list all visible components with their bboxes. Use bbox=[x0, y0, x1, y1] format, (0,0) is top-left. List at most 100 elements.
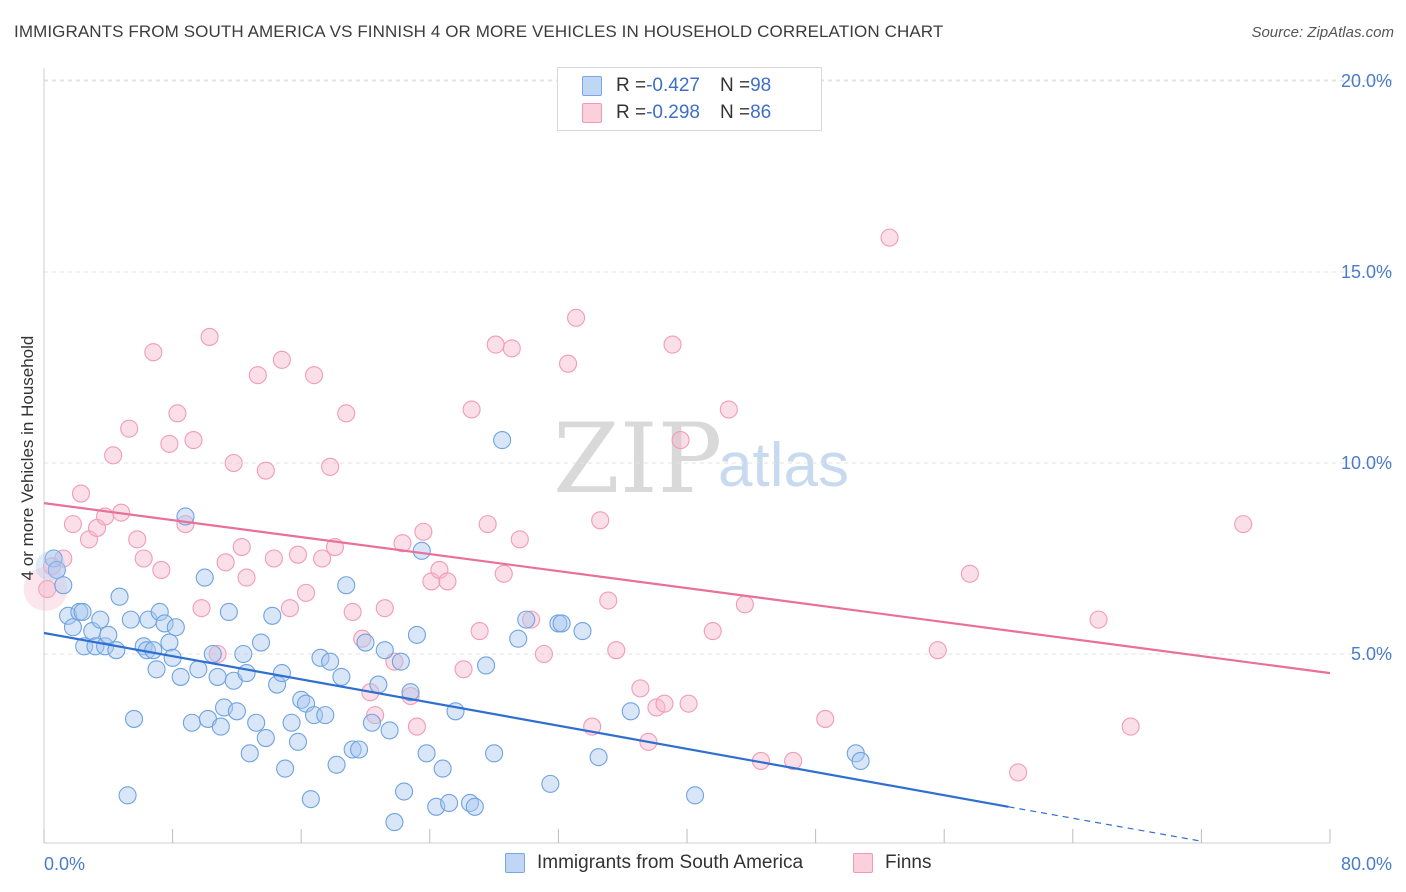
x-tick-label-min: 0.0% bbox=[44, 854, 85, 874]
immigrants-point bbox=[407, 625, 426, 644]
legend-r-label: R = bbox=[616, 102, 647, 123]
immigrants-point bbox=[237, 664, 256, 683]
immigrants-trend-extension bbox=[1008, 806, 1202, 842]
finns-point bbox=[719, 400, 738, 419]
finns-point bbox=[631, 679, 650, 698]
finns-point bbox=[313, 549, 332, 568]
finns-trend-line bbox=[43, 502, 1331, 675]
legend-item-finns: Finns bbox=[853, 852, 931, 874]
finns-point bbox=[237, 568, 256, 587]
immigrants-point bbox=[417, 744, 436, 763]
immigrants-point bbox=[311, 648, 330, 667]
immigrants-point bbox=[276, 759, 295, 778]
finns-point bbox=[567, 308, 586, 327]
finns-point bbox=[120, 419, 139, 438]
finns-point bbox=[296, 583, 316, 602]
finns-point bbox=[208, 644, 227, 664]
immigrants-point bbox=[321, 652, 340, 671]
immigrants-point bbox=[247, 713, 266, 732]
immigrants-point bbox=[195, 568, 214, 587]
finns-point bbox=[272, 350, 291, 369]
finns-point bbox=[216, 553, 235, 572]
immigrants-point bbox=[147, 660, 166, 679]
immigrants-point bbox=[356, 633, 375, 652]
immigrants-point bbox=[316, 706, 335, 725]
immigrants-points bbox=[35, 431, 870, 832]
immigrants-point bbox=[343, 740, 362, 759]
finns-point bbox=[134, 549, 153, 568]
series-legend: Immigrants from South America Finns bbox=[0, 852, 1406, 878]
finns-point bbox=[375, 599, 394, 618]
finns-point bbox=[599, 591, 618, 610]
immigrants-point bbox=[509, 629, 528, 648]
immigrants-point bbox=[251, 633, 271, 652]
legend-swatch-blue bbox=[582, 76, 602, 96]
finns-point bbox=[607, 641, 626, 660]
immigrants-point bbox=[272, 664, 291, 683]
finns-point bbox=[928, 641, 947, 660]
finns-point bbox=[1089, 610, 1108, 629]
immigrants-point bbox=[54, 576, 73, 595]
finns-point bbox=[321, 457, 340, 476]
immigrants-point bbox=[477, 656, 496, 675]
immigrants-point bbox=[73, 602, 92, 622]
finns-point bbox=[534, 644, 553, 664]
immigrants-point bbox=[160, 633, 179, 652]
finns-points bbox=[23, 228, 1253, 782]
finns-point bbox=[671, 431, 690, 450]
finns-point bbox=[343, 602, 362, 622]
finns-point bbox=[305, 366, 324, 385]
immigrants-point bbox=[327, 755, 346, 774]
finns-point bbox=[224, 453, 243, 473]
finns-point bbox=[232, 537, 251, 557]
immigrants-point bbox=[44, 549, 63, 568]
legend-swatch-pink bbox=[853, 853, 873, 873]
immigrants-point bbox=[240, 744, 259, 763]
immigrants-point bbox=[208, 667, 227, 686]
immigrants-point bbox=[350, 740, 369, 759]
immigrants-point bbox=[110, 587, 129, 606]
immigrants-point bbox=[203, 644, 222, 664]
immigrants-point bbox=[412, 541, 431, 560]
immigrants-point bbox=[189, 660, 208, 679]
finns-point bbox=[264, 549, 283, 568]
immigrants-point bbox=[465, 797, 484, 816]
immigrants-point bbox=[362, 713, 381, 732]
finns-point bbox=[104, 446, 123, 465]
finns-point bbox=[816, 709, 835, 728]
finns-point bbox=[960, 564, 979, 583]
finns-point bbox=[494, 564, 513, 583]
finns-point bbox=[288, 545, 308, 564]
finns-point bbox=[200, 327, 219, 346]
immigrants-point bbox=[369, 675, 388, 694]
legend-label-immigrants: Immigrants from South America bbox=[537, 852, 804, 873]
finns-point bbox=[486, 335, 505, 354]
finns-point bbox=[54, 549, 73, 568]
immigrants-point bbox=[552, 614, 571, 633]
finns-point bbox=[470, 622, 489, 641]
finns-point bbox=[168, 404, 187, 423]
legend-swatch-pink bbox=[582, 103, 602, 123]
immigrants-point bbox=[288, 732, 308, 751]
finns-point bbox=[663, 335, 682, 354]
immigrants-point bbox=[124, 709, 144, 728]
immigrants-point bbox=[144, 641, 163, 660]
y-tick-label: 10.0% bbox=[1341, 453, 1392, 473]
finns-point bbox=[1234, 515, 1253, 534]
immigrants-point-large bbox=[35, 551, 66, 582]
finns-point bbox=[337, 404, 356, 423]
finns-point bbox=[591, 511, 610, 530]
immigrants-trend-line bbox=[43, 631, 1009, 808]
finns-point bbox=[735, 595, 754, 614]
finns-point bbox=[280, 599, 299, 618]
immigrants-point bbox=[433, 759, 452, 778]
finns-point bbox=[522, 610, 541, 629]
legend-n-label: N = bbox=[719, 75, 751, 96]
tick-labels: 0.0% 80.0% 5.0% 10.0% 15.0% 20.0% bbox=[44, 71, 1392, 874]
finns-point bbox=[192, 599, 211, 618]
immigrants-point bbox=[121, 610, 140, 629]
immigrants-point bbox=[401, 683, 420, 702]
finns-point bbox=[256, 461, 275, 480]
watermark: ZIP atlas bbox=[553, 403, 849, 515]
finns-point bbox=[407, 717, 426, 736]
